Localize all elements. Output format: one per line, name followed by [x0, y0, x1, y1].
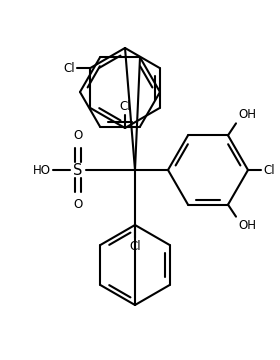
Text: Cl: Cl — [263, 163, 275, 176]
Text: HO: HO — [33, 163, 51, 176]
Text: OH: OH — [238, 108, 256, 121]
Text: O: O — [73, 129, 83, 142]
Text: S: S — [73, 162, 83, 177]
Text: Cl: Cl — [119, 100, 131, 113]
Text: Cl: Cl — [64, 62, 75, 75]
Text: O: O — [73, 198, 83, 211]
Text: Cl: Cl — [129, 240, 141, 253]
Text: OH: OH — [238, 219, 256, 231]
